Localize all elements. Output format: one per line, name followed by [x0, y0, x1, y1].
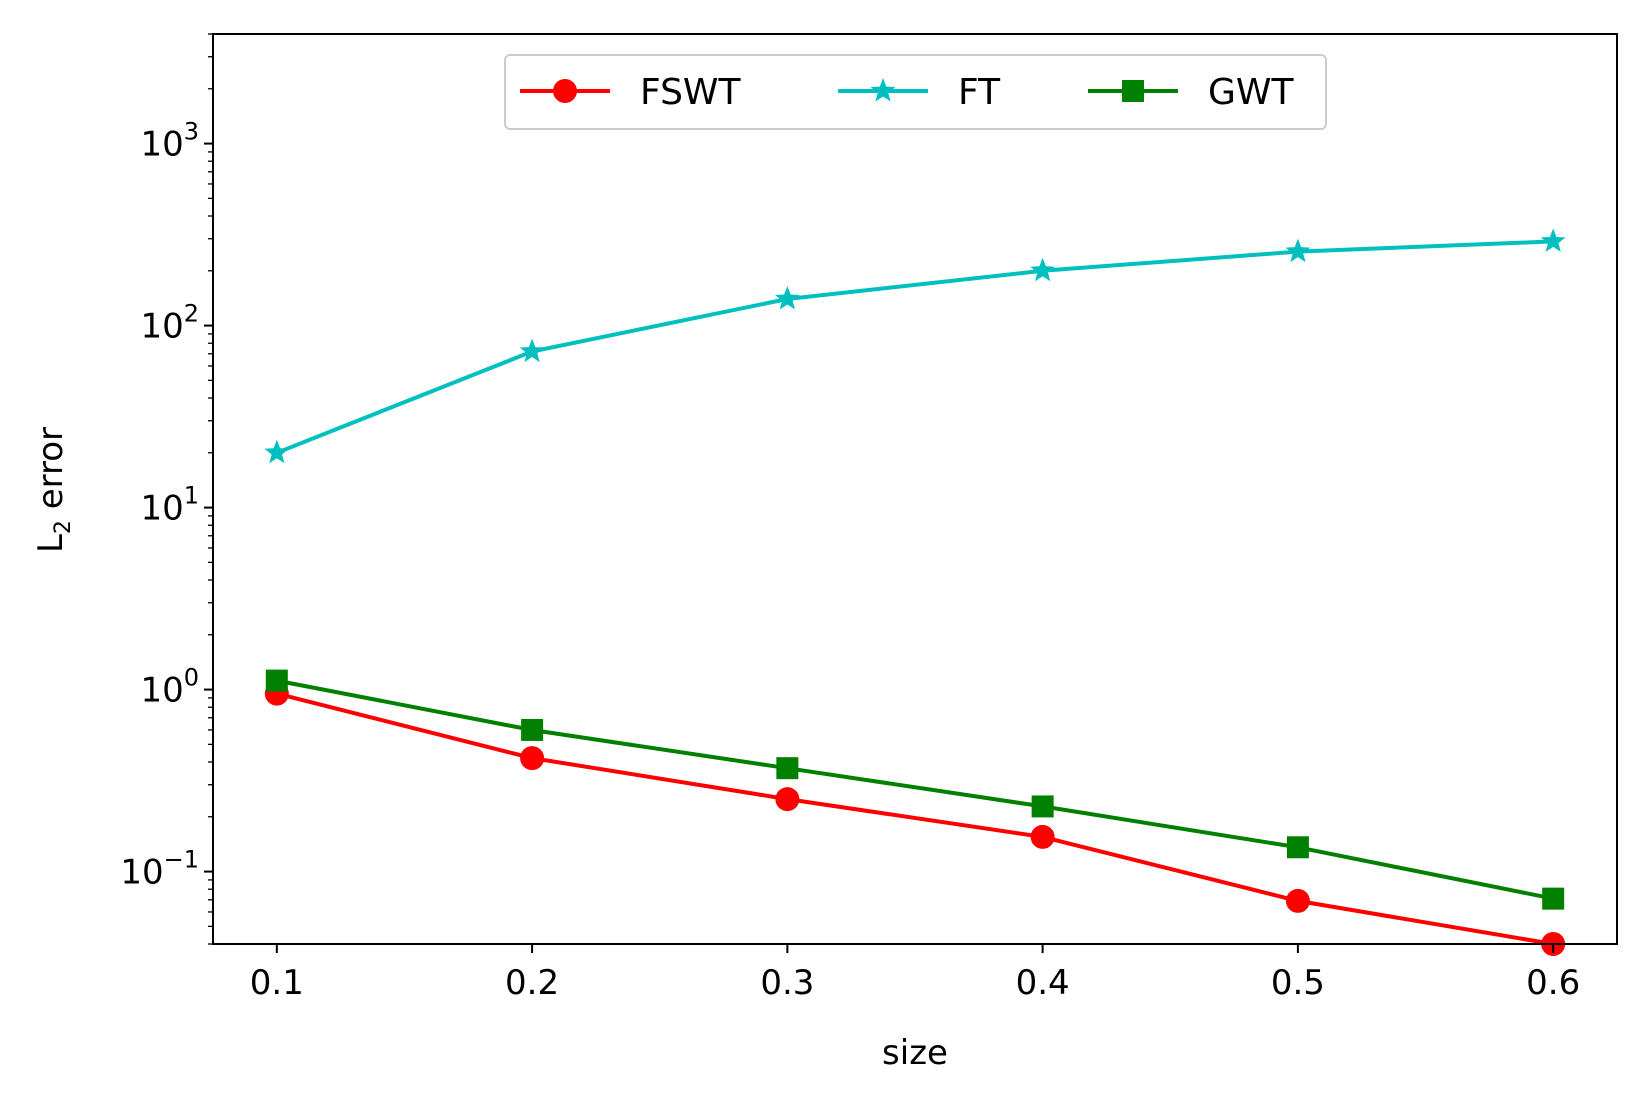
x-tick-label: 0.5 [1271, 963, 1325, 1003]
x-axis: 0.1 0.2 0.3 0.4 0.5 0.6 [250, 944, 1580, 1003]
x-tick-label: 0.1 [250, 963, 304, 1003]
series-ft [264, 228, 1566, 464]
legend-entry-ft: FT [838, 72, 1001, 113]
series-gwt [265, 669, 1565, 910]
x-tick-label: 0.3 [760, 963, 814, 1003]
y-tick-label: 100 [140, 664, 199, 711]
y-tick-label: 102 [140, 300, 199, 347]
series-line [276, 239, 1554, 455]
series-fswt [264, 681, 1566, 956]
y-tick-exponent: −1 [164, 846, 199, 874]
y-axis-label-main: L [31, 534, 71, 553]
y-tick-base: 10 [140, 125, 183, 165]
legend-label: GWT [1208, 72, 1294, 113]
data-point [1122, 80, 1144, 102]
y-tick-exponent: 1 [184, 482, 199, 510]
y-tick-base: 10 [140, 307, 183, 347]
data-point [775, 787, 800, 812]
data-point [519, 338, 545, 363]
y-tick-base: 10 [140, 489, 183, 529]
legend-label: FT [958, 72, 1001, 113]
y-tick-base: 10 [140, 671, 183, 711]
x-tick-label: 0.6 [1526, 963, 1580, 1003]
legend: FSWT FT GWT [504, 54, 1327, 130]
data-point [1286, 836, 1309, 859]
y-tick-label: 101 [140, 482, 199, 529]
x-tick-label: 0.4 [1016, 963, 1070, 1003]
y-tick-base: 10 [120, 853, 163, 893]
data-point [553, 79, 577, 103]
data-point [1542, 887, 1565, 910]
data-point [520, 746, 545, 771]
data-point [1030, 257, 1055, 282]
series-line [276, 691, 1554, 946]
x-axis-label: size [882, 1033, 948, 1073]
y-tick-label: 10−1 [120, 846, 199, 893]
data-point [775, 286, 800, 310]
data-point [1540, 228, 1566, 252]
x-tick-label: 0.2 [505, 963, 559, 1003]
y-tick-label: 103 [140, 118, 199, 165]
y-axis-label-rest: error [31, 427, 71, 520]
data-point [521, 718, 544, 741]
data-point [1030, 824, 1055, 849]
data-point [1285, 238, 1311, 263]
series-layer [264, 228, 1566, 956]
data-point [870, 78, 896, 102]
data-point [265, 669, 288, 692]
y-axis-label-subscript: 2 [51, 520, 76, 534]
legend-entry-fswt: FSWT [520, 72, 742, 113]
data-point [1285, 888, 1310, 913]
y-tick-exponent: 3 [184, 118, 199, 146]
legend-label: FSWT [640, 72, 742, 113]
data-point [776, 757, 799, 780]
data-point [1031, 795, 1054, 818]
y-tick-exponent: 2 [184, 300, 199, 328]
series-line [276, 678, 1554, 901]
legend-entry-gwt: GWT [1088, 72, 1294, 113]
plot-frame [212, 33, 1618, 945]
data-point [264, 439, 290, 464]
y-axis-label: L2 error [31, 427, 76, 553]
y-tick-exponent: 0 [184, 664, 199, 692]
